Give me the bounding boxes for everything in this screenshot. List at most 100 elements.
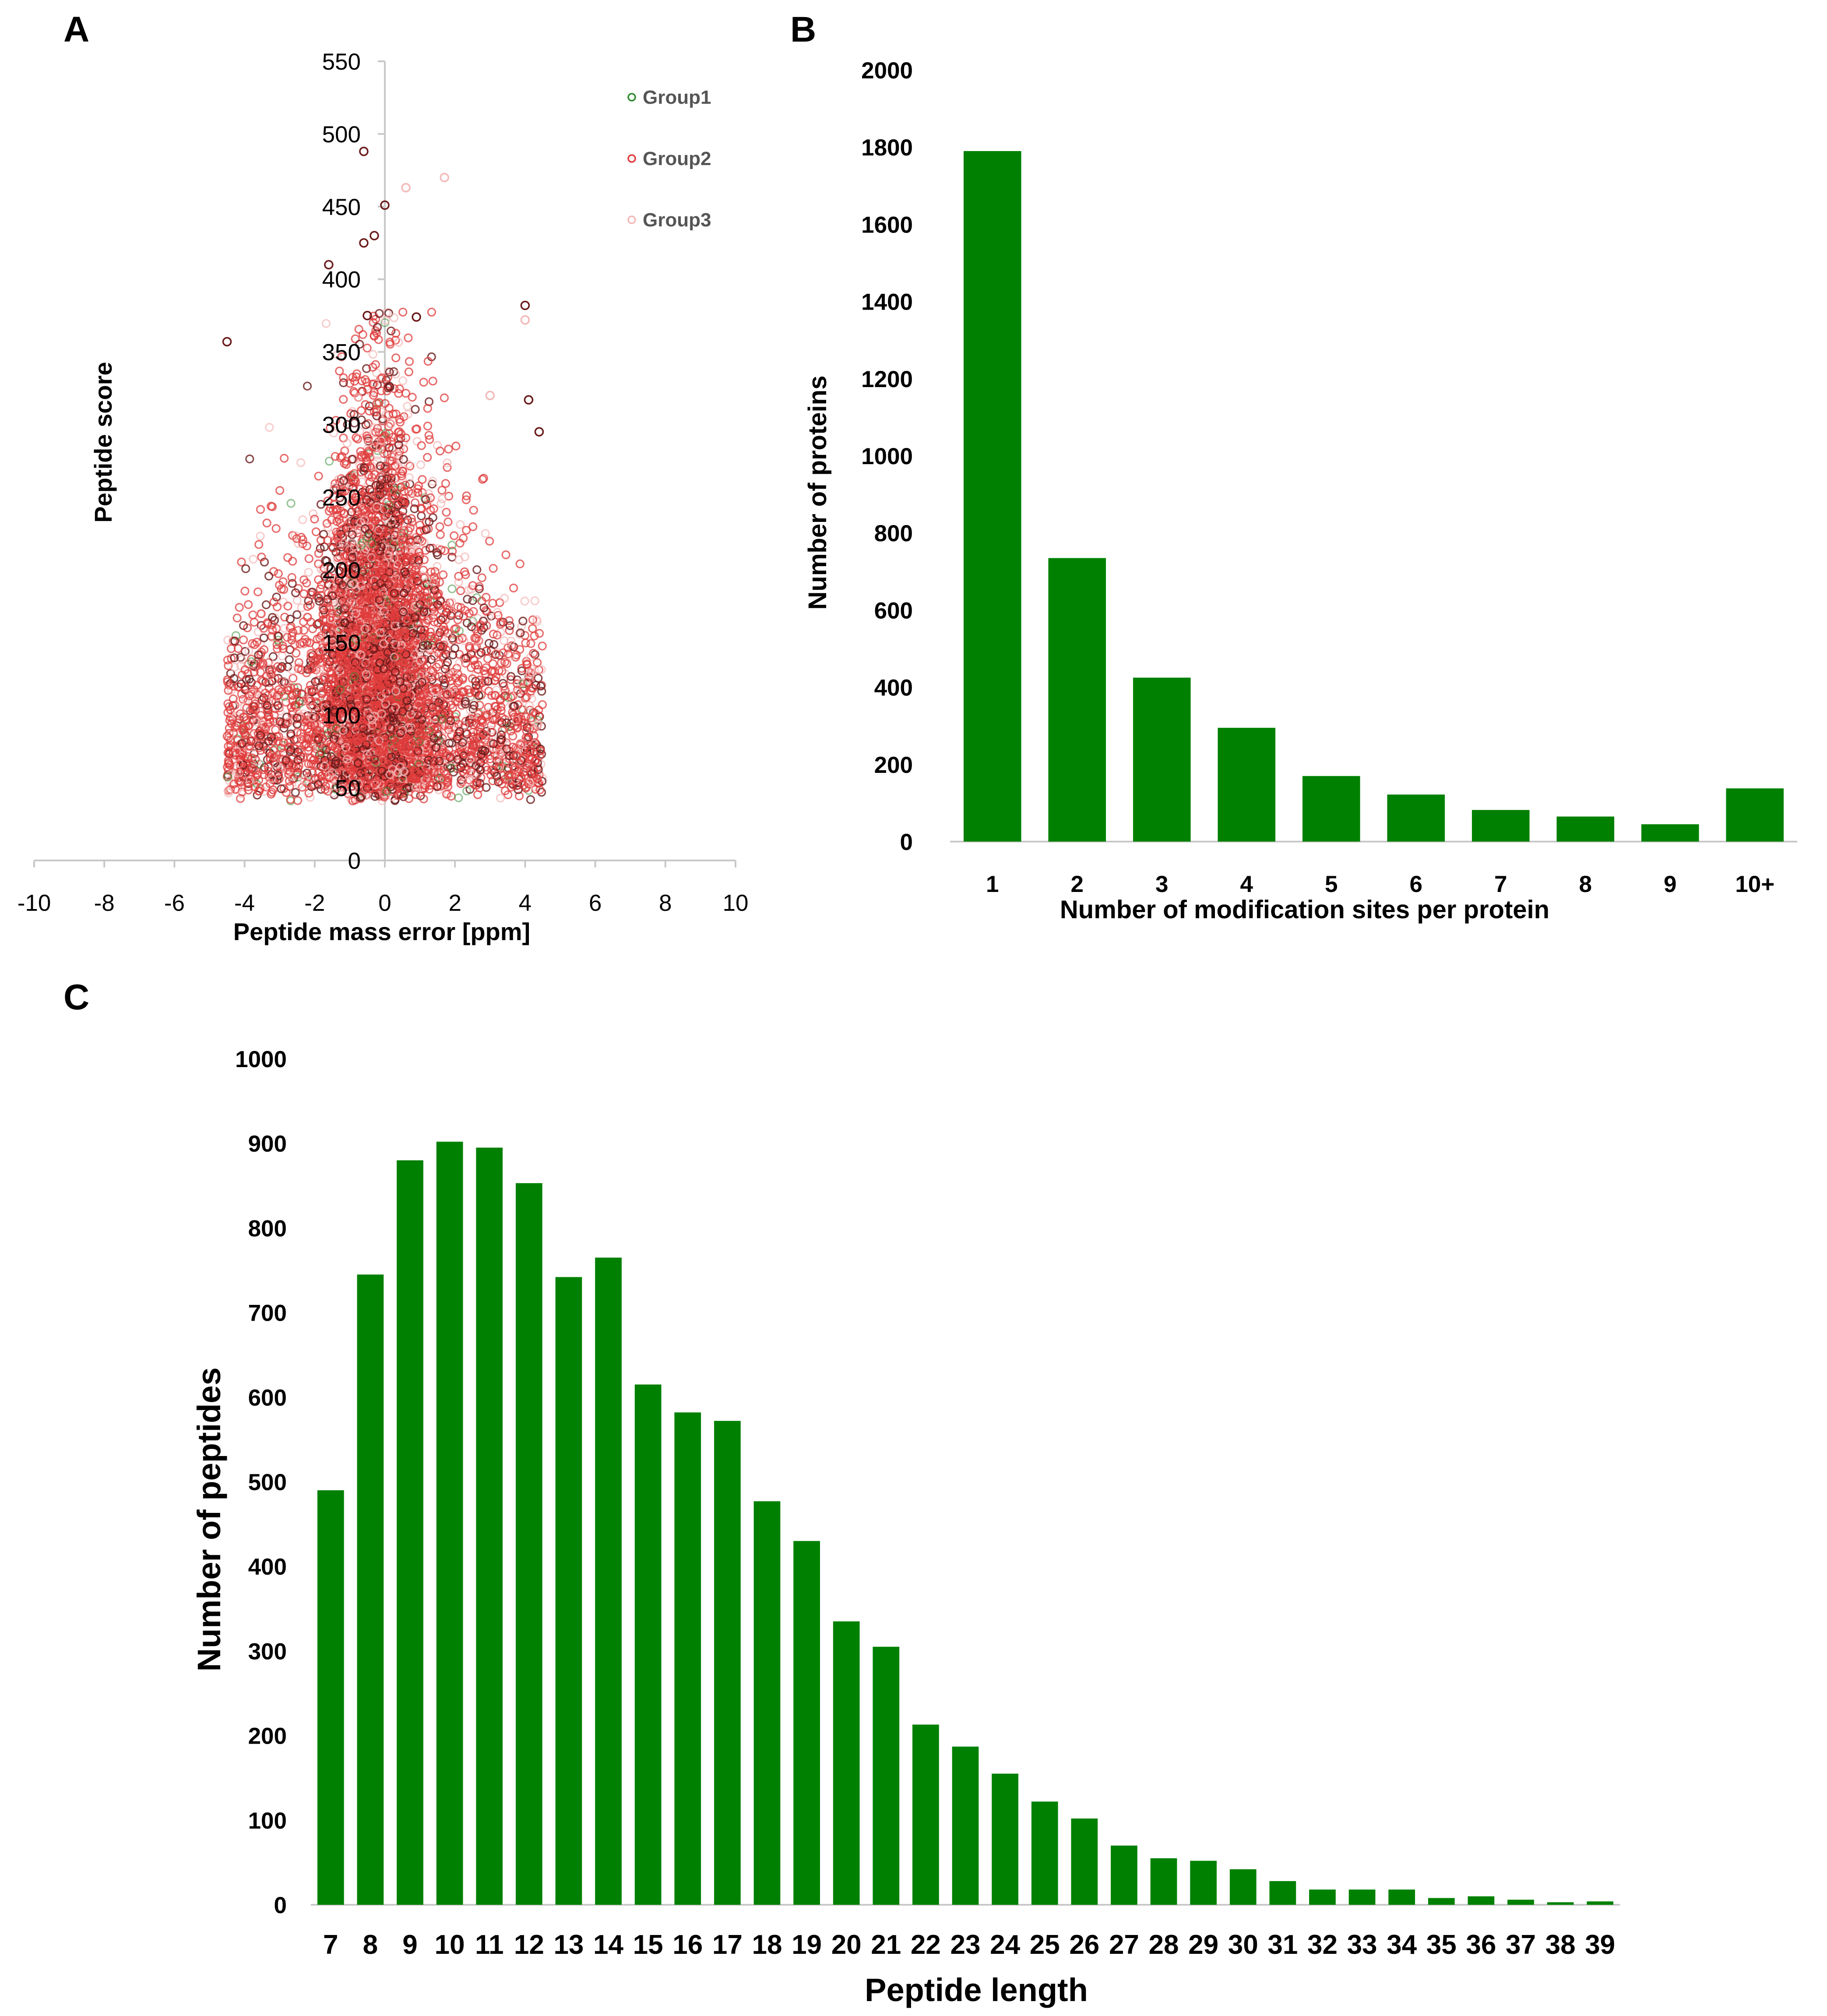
chart-a-point bbox=[254, 540, 264, 549]
chart-a-point bbox=[293, 796, 303, 805]
chart-a-point bbox=[314, 472, 323, 481]
chart-a-point bbox=[248, 610, 257, 620]
chart-a-point bbox=[403, 402, 412, 411]
chart-a-point bbox=[224, 686, 233, 695]
chart-a-point bbox=[319, 530, 328, 539]
chart-a-point bbox=[537, 687, 546, 696]
chart-a-point bbox=[456, 586, 465, 596]
chart-a-point bbox=[377, 373, 387, 382]
chart-a-point bbox=[324, 457, 334, 466]
chart-a-point bbox=[352, 369, 362, 378]
chart-a-point bbox=[294, 658, 303, 667]
chart-a-point bbox=[454, 793, 463, 803]
chart-a-point bbox=[322, 519, 331, 528]
chart-a-point bbox=[441, 708, 451, 718]
chart-a-point bbox=[288, 557, 297, 566]
chart-a-point bbox=[405, 357, 414, 366]
chart-a-point bbox=[256, 505, 265, 514]
chart-a-point bbox=[489, 715, 498, 724]
chart-a-point bbox=[435, 769, 444, 779]
chart-a-point bbox=[232, 613, 242, 623]
chart-a-point bbox=[532, 658, 542, 667]
chart-a-point bbox=[500, 775, 510, 784]
chart-a-point bbox=[355, 426, 365, 436]
chart-a-point bbox=[473, 635, 483, 645]
chart-a-point bbox=[443, 463, 452, 472]
chart-a-point bbox=[506, 693, 515, 702]
chart-a-point bbox=[439, 570, 448, 579]
chart-a-point bbox=[270, 616, 279, 625]
panel-letter-b: B bbox=[790, 10, 816, 49]
chart-a-point bbox=[369, 391, 378, 400]
chart-a-point bbox=[454, 571, 463, 581]
chart-a-point bbox=[291, 788, 300, 797]
chart-a-point bbox=[384, 309, 394, 318]
chart-a-point bbox=[484, 639, 494, 648]
chart-a-point bbox=[416, 460, 426, 469]
chart-a-point bbox=[257, 609, 266, 618]
chart-a-point bbox=[532, 615, 542, 624]
chart-a-point bbox=[256, 532, 265, 541]
chart-a-point bbox=[423, 404, 432, 413]
chart-a-point bbox=[368, 363, 377, 372]
chart-a-point bbox=[437, 486, 447, 495]
chart-a-point bbox=[502, 659, 511, 668]
chart-a-point bbox=[486, 677, 496, 686]
chart-a-point bbox=[496, 793, 505, 803]
chart-a-point bbox=[478, 475, 487, 484]
chart-a-point bbox=[447, 540, 457, 550]
chart-a-point bbox=[433, 562, 442, 571]
chart-a-point bbox=[283, 602, 292, 611]
chart-a-point bbox=[357, 415, 366, 425]
chart-a-point bbox=[303, 602, 312, 611]
chart-a-point bbox=[316, 544, 325, 553]
chart-a-point bbox=[536, 681, 546, 691]
chart-a-point bbox=[415, 526, 425, 536]
chart-a-point bbox=[370, 792, 380, 801]
chart-a-point bbox=[303, 381, 312, 391]
chart-a-point bbox=[281, 678, 291, 687]
chart-a-point bbox=[423, 453, 432, 462]
chart-a-point bbox=[293, 626, 303, 635]
chart-a-point bbox=[517, 666, 526, 676]
chart-a-point bbox=[454, 578, 463, 587]
chart-a-point bbox=[309, 509, 318, 518]
chart-a-point bbox=[394, 338, 403, 347]
chart-a-point bbox=[519, 686, 528, 695]
chart-a-point bbox=[461, 654, 471, 663]
chart-a-point bbox=[305, 638, 314, 648]
chart-a-point bbox=[496, 618, 506, 627]
chart-a-point bbox=[332, 517, 341, 526]
chart-a-point bbox=[488, 659, 497, 668]
chart-a-point bbox=[425, 435, 434, 444]
chart-a-point bbox=[449, 669, 458, 678]
chart-a-point bbox=[426, 627, 435, 637]
chart-a-point bbox=[268, 652, 278, 661]
chart-a-point bbox=[240, 665, 250, 674]
chart-a-point bbox=[413, 488, 422, 497]
chart-a-point bbox=[471, 660, 480, 670]
chart-a-point bbox=[488, 599, 497, 608]
chart-a-point bbox=[410, 602, 420, 611]
chart-a-point bbox=[503, 693, 513, 702]
chart-a-point bbox=[279, 723, 289, 733]
chart-a-point bbox=[230, 663, 239, 672]
panel-letter-a: A bbox=[63, 10, 89, 49]
chart-a-point bbox=[495, 598, 504, 607]
chart-a-point bbox=[293, 683, 303, 692]
chart-a-point bbox=[460, 567, 469, 577]
chart-a-point bbox=[404, 460, 413, 469]
chart-a-point bbox=[418, 488, 427, 497]
chart-a-point bbox=[352, 433, 361, 442]
chart-a-point bbox=[497, 666, 507, 676]
chart-a-point bbox=[460, 749, 469, 758]
chart-a-point bbox=[404, 333, 413, 342]
chart-a-point bbox=[528, 615, 538, 624]
chart-a-point bbox=[426, 612, 435, 621]
chart-a-point bbox=[398, 507, 408, 516]
chart-a-point bbox=[465, 775, 474, 785]
chart-a-point bbox=[485, 536, 494, 546]
chart-a-point bbox=[361, 420, 370, 430]
chart-a-point bbox=[419, 794, 428, 804]
